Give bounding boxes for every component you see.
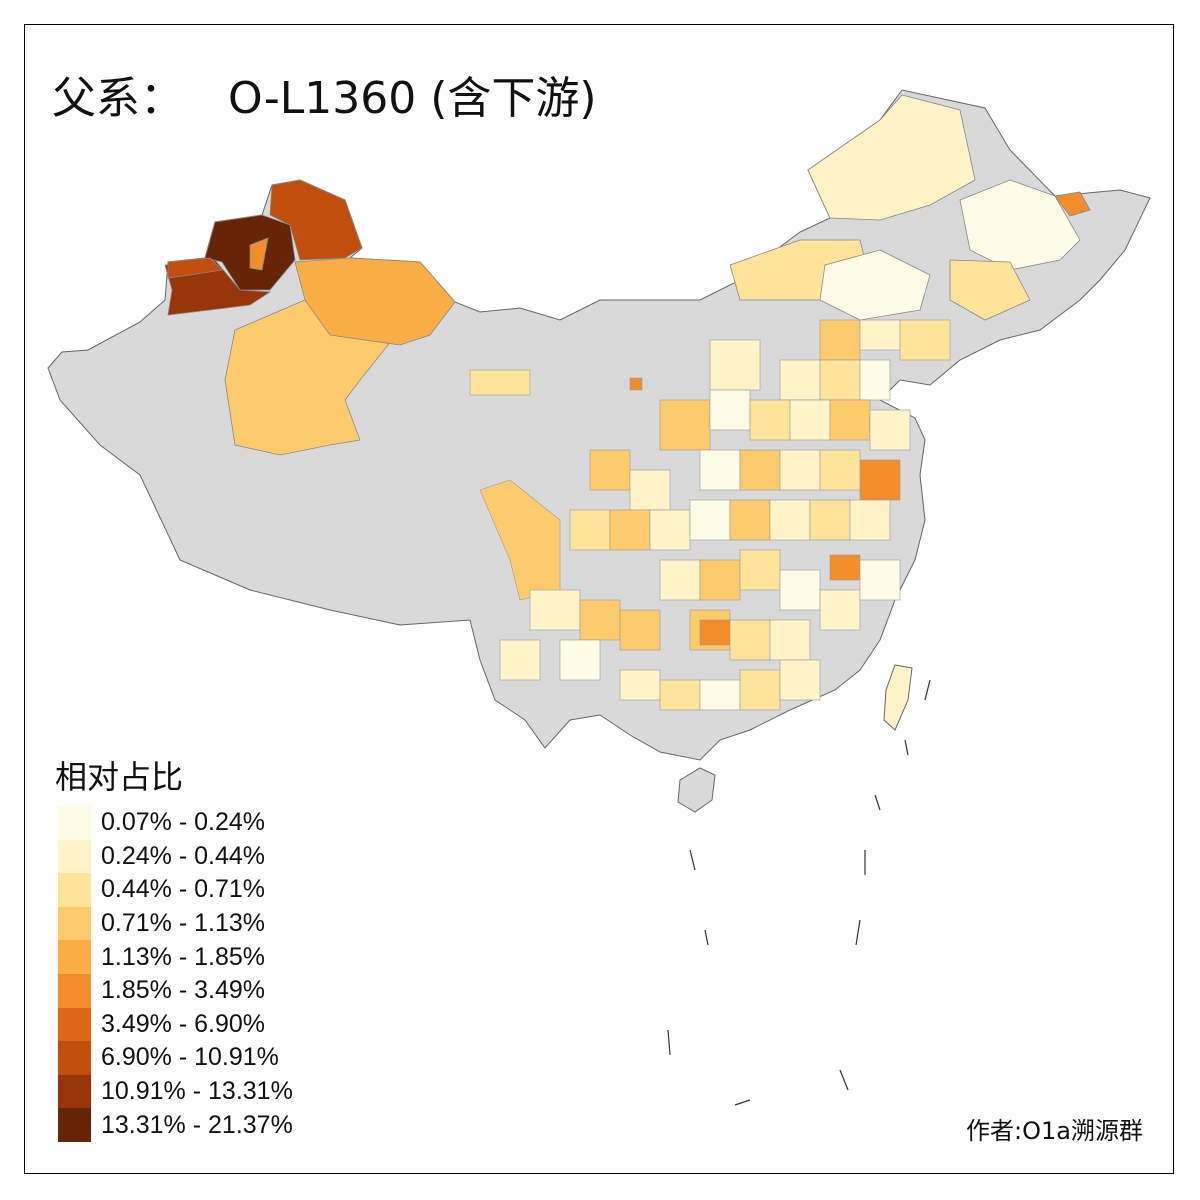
legend-label: 0.71% - 1.13% xyxy=(101,909,265,938)
legend-label: 1.85% - 3.49% xyxy=(101,976,265,1005)
legend-swatch xyxy=(58,973,91,1008)
author-credit: 作者:O1a溯源群 xyxy=(966,1117,1143,1145)
legend-item: 0.71% - 1.13% xyxy=(58,906,293,941)
hainan-island xyxy=(677,767,716,813)
title-prefix: 父系： xyxy=(52,73,184,124)
legend-item: 13.31% - 21.37% xyxy=(58,1108,293,1142)
region-altay xyxy=(269,179,363,261)
legend-swatch xyxy=(58,839,91,874)
legend-swatch xyxy=(58,940,91,974)
legend-item: 0.24% - 0.44% xyxy=(58,839,293,874)
region-karamay xyxy=(249,237,269,271)
region-bortala xyxy=(167,257,223,279)
legend-label: 0.07% - 0.24% xyxy=(101,808,265,837)
legend-swatch xyxy=(58,1108,91,1142)
legend-item: 0.07% - 0.24% xyxy=(58,806,293,840)
legend-label: 0.24% - 0.44% xyxy=(101,841,265,870)
legend-item: 10.91% - 13.31% xyxy=(58,1074,293,1109)
map-title: 父系： O-L1360 (含下游) xyxy=(52,62,597,126)
legend-item: 3.49% - 6.90% xyxy=(58,1007,293,1042)
region-heilongjiang xyxy=(959,179,1081,271)
title-haplogroup: O-L1360 (含下游) xyxy=(228,73,597,124)
legend: 0.07% - 0.24% 0.24% - 0.44% 0.44% - 0.71% 0… xyxy=(58,806,293,1142)
legend-item: 6.90% - 10.91% xyxy=(58,1041,293,1075)
legend-label: 1.13% - 1.85% xyxy=(101,942,265,971)
map-frame xyxy=(24,24,1174,1174)
region-north-china-patchwork xyxy=(659,319,951,501)
legend-item: 1.13% - 1.85% xyxy=(58,940,293,974)
legend-swatch xyxy=(58,1007,91,1042)
region-jilin xyxy=(949,259,1031,321)
legend-title: 相对占比 xyxy=(55,758,184,796)
taiwan-island xyxy=(883,664,913,731)
legend-swatch xyxy=(58,906,91,941)
legend-label: 10.91% - 13.31% xyxy=(101,1077,293,1106)
legend-swatch xyxy=(58,1074,91,1109)
legend-label: 3.49% - 6.90% xyxy=(101,1009,265,1038)
legend-swatch xyxy=(58,873,91,907)
legend-label: 6.90% - 10.91% xyxy=(101,1043,279,1072)
south-china-sea-islands xyxy=(667,679,931,1106)
region-xinjiang-east xyxy=(294,257,456,346)
legend-swatch xyxy=(58,1041,91,1075)
legend-label: 0.44% - 0.71% xyxy=(101,875,265,904)
legend-item: 0.44% - 0.71% xyxy=(58,873,293,907)
region-central-south-patchwork xyxy=(469,369,901,711)
legend-label: 13.31% - 21.37% xyxy=(101,1110,293,1139)
region-xilingol xyxy=(819,249,931,321)
legend-swatch xyxy=(58,806,91,840)
legend-item: 1.85% - 3.49% xyxy=(58,973,293,1008)
region-jiamusi xyxy=(1054,191,1091,217)
region-hulunbuir xyxy=(807,94,976,221)
